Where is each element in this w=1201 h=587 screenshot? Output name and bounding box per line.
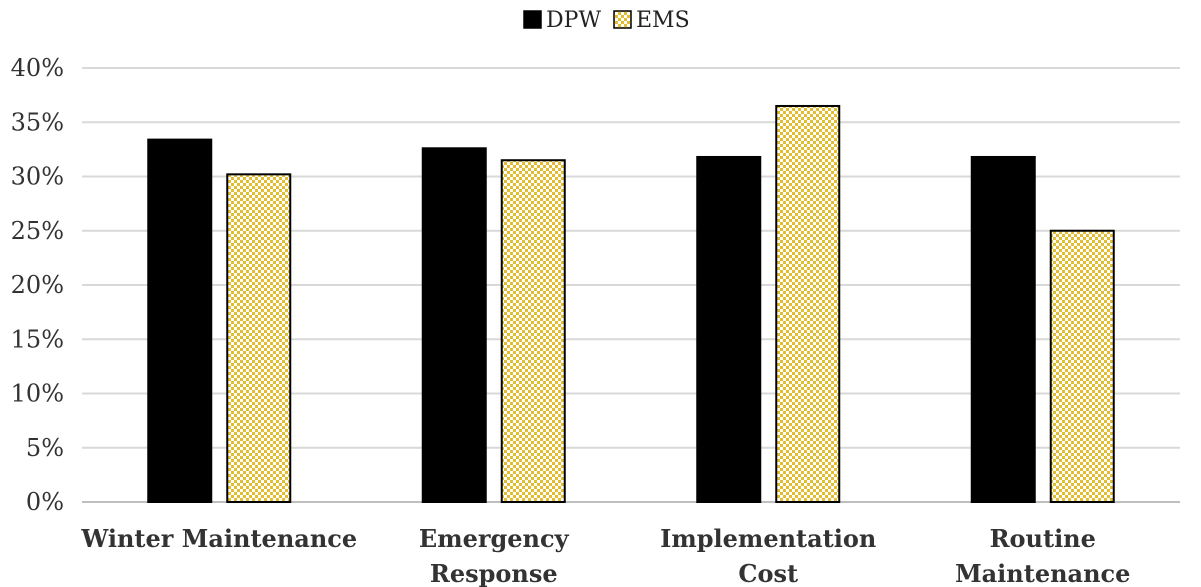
category-label: Cost	[738, 559, 798, 587]
category-label: Winter Maintenance	[80, 524, 357, 553]
y-axis-tick-labels: 0% 5% 10% 15% 20% 25% 30% 35% 40%	[11, 54, 64, 516]
y-tick-label: 40%	[11, 54, 64, 82]
bar-ems-0	[226, 173, 292, 504]
bar-ems-2	[775, 104, 841, 503]
y-tick-label: 20%	[11, 271, 64, 299]
category-label: Implementation	[660, 524, 876, 553]
category-label: Emergency	[419, 524, 570, 553]
category-label: Routine	[990, 524, 1096, 553]
bars	[147, 104, 1115, 504]
y-tick-label: 25%	[11, 217, 64, 245]
y-tick-label: 0%	[26, 488, 64, 516]
legend: DPW EMS	[523, 8, 690, 33]
y-tick-label: 35%	[11, 108, 64, 136]
legend-swatch-ems	[613, 10, 632, 29]
y-tick-label: 5%	[26, 434, 64, 462]
legend-label-ems: EMS	[636, 8, 690, 33]
bar-ems-1	[500, 159, 566, 503]
bar-dpw-1	[421, 147, 487, 503]
y-tick-label: 30%	[11, 163, 64, 191]
category-label: Maintenance	[955, 559, 1130, 587]
bar-dpw-2	[696, 155, 762, 503]
legend-swatch-dpw	[523, 10, 542, 29]
bar-dpw-0	[147, 138, 213, 504]
category-label: Response	[430, 559, 558, 587]
y-tick-label: 15%	[11, 325, 64, 353]
y-tick-label: 10%	[11, 380, 64, 408]
legend-label-dpw: DPW	[546, 8, 601, 33]
bar-dpw-3	[970, 155, 1036, 503]
bar-ems-3	[1049, 229, 1115, 503]
x-axis-category-labels: Winter Maintenance Emergency Response Imple…	[80, 524, 1130, 587]
